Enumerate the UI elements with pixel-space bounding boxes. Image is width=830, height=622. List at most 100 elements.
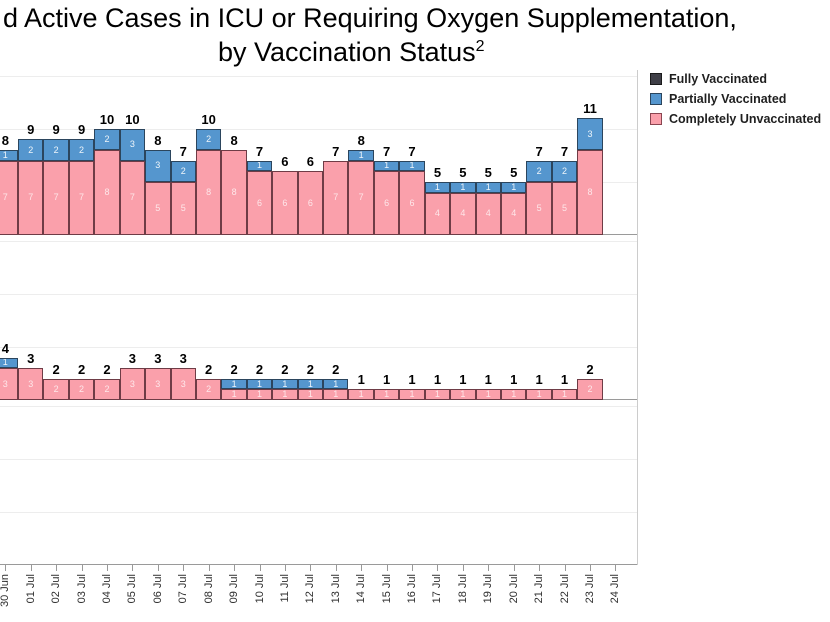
x-axis-label: 12 Jul — [304, 574, 317, 604]
stacked-bar: 7 — [323, 160, 349, 235]
bar-segment-completely-unvaccinated: 1 — [373, 389, 400, 400]
plot-right-border — [637, 70, 638, 565]
bar-segment-completely-unvaccinated: 8 — [94, 150, 120, 235]
bar-total-label: 2 — [52, 361, 60, 377]
legend-swatch — [650, 113, 662, 125]
x-axis-label: 06 Jul — [151, 574, 164, 604]
x-axis-label: 09 Jul — [228, 574, 241, 604]
x-axis-tick — [335, 565, 337, 571]
bar-total-label: 10 — [99, 111, 115, 127]
bar-total-label: 11 — [583, 101, 597, 117]
bar-total-label: 2 — [205, 361, 213, 377]
bar-total-label: 2 — [77, 361, 86, 377]
bar-segment-completely-unvaccinated: 1 — [551, 389, 578, 400]
x-axis-tick — [208, 565, 210, 571]
plot-area: 1 7 8 2 7 9 2 7 9 2 7 9 2 8 10 3 7 10 3 5 8 2 5 7 2 8 10 8 8 1 6 7 6 6 6 6 7… — [0, 70, 638, 565]
panel-gridline — [0, 346, 638, 348]
bar-value-label: 1 — [562, 389, 568, 400]
x-axis-tick — [132, 565, 134, 571]
bar-value-label: 7 — [53, 192, 59, 203]
bar-value-label: 1 — [358, 389, 364, 400]
bar-segment-completely-unvaccinated: 3 — [0, 368, 19, 400]
bar-total-label: 9 — [77, 122, 86, 138]
bar-segment-completely-unvaccinated: 7 — [43, 160, 69, 235]
bar-segment-partially-vaccinated: 1 — [348, 150, 374, 161]
bar-segment-partially-vaccinated: 3 — [145, 150, 171, 182]
bar-total-label: 7 — [560, 143, 569, 159]
panel-gridline — [0, 240, 638, 242]
bar-value-label: 5 — [180, 202, 186, 213]
stacked-bar: 1 — [424, 389, 451, 400]
bar-value-label: 7 — [333, 192, 339, 203]
x-axis-tick — [157, 565, 159, 571]
legend-item-0: Fully Vaccinated — [650, 69, 821, 89]
legend-swatch — [650, 93, 662, 105]
bar-value-label: 2 — [28, 144, 34, 155]
stacked-bar: 1 — [348, 389, 374, 400]
stacked-bar: 1 — [373, 389, 400, 400]
stacked-bar: 3 — [18, 368, 44, 400]
bar-value-label: 1 — [256, 378, 262, 389]
bar-segment-completely-unvaccinated: 7 — [348, 160, 374, 235]
x-axis-tick — [564, 565, 566, 571]
bar-value-label: 1 — [485, 389, 491, 400]
legend: Fully Vaccinated Partially Vaccinated Comp… — [650, 69, 821, 129]
bar-value-label: 1 — [307, 389, 313, 400]
bar-segment-partially-vaccinated: 1 — [501, 181, 527, 193]
bar-value-label: 1 — [333, 378, 339, 389]
bar-total-label: 1 — [484, 372, 492, 388]
x-axis-tick — [412, 565, 414, 571]
x-axis-tick — [259, 565, 261, 571]
bar-value-label: 1 — [460, 181, 466, 192]
x-axis-tick — [589, 565, 591, 571]
x-axis-label: 05 Jul — [126, 574, 139, 604]
bar-segment-partially-vaccinated: 1 — [272, 378, 298, 390]
bar-value-label: 5 — [155, 202, 161, 213]
x-axis-label: 20 Jul — [507, 574, 520, 604]
bar-total-label: 8 — [230, 133, 238, 149]
bar-segment-completely-unvaccinated: 6 — [246, 171, 273, 235]
bar-value-label: 3 — [2, 378, 8, 389]
bar-value-label: 1 — [485, 181, 491, 192]
x-axis-tick — [615, 565, 617, 571]
bar-value-label: 2 — [53, 144, 59, 155]
x-axis-label: 23 Jul — [583, 574, 596, 604]
bar-segment-partially-vaccinated: 1 — [424, 181, 451, 193]
stacked-bar: 8 — [221, 150, 247, 235]
bar-value-label: 1 — [333, 389, 339, 400]
bar-segment-partially-vaccinated: 2 — [170, 160, 196, 182]
bar-segment-completely-unvaccinated: 1 — [399, 389, 425, 400]
bar-segment-completely-unvaccinated: 5 — [526, 181, 552, 235]
bar-value-label: 2 — [104, 133, 110, 144]
bar-value-label: 3 — [180, 378, 186, 389]
bar-segment-partially-vaccinated: 1 — [0, 357, 19, 369]
bar-value-label: 3 — [587, 128, 593, 139]
bar-segment-completely-unvaccinated: 1 — [501, 389, 527, 400]
x-axis-tick — [386, 565, 388, 571]
bar-segment-completely-unvaccinated: 4 — [501, 192, 527, 235]
bar-segment-completely-unvaccinated: 3 — [18, 368, 44, 400]
stacked-bar: 6 — [297, 171, 324, 235]
x-axis-label: 07 Jul — [177, 574, 190, 604]
bar-segment-completely-unvaccinated: 1 — [450, 389, 476, 400]
x-axis-label: 22 Jul — [558, 574, 571, 604]
x-axis-label: 03 Jul — [75, 574, 88, 604]
bar-segment-partially-vaccinated: 2 — [94, 128, 120, 151]
bar-value-label: 4 — [485, 208, 491, 219]
bar-value-label: 6 — [282, 197, 288, 208]
legend-label: Fully Vaccinated — [669, 72, 767, 86]
panel-baseline — [0, 564, 638, 565]
